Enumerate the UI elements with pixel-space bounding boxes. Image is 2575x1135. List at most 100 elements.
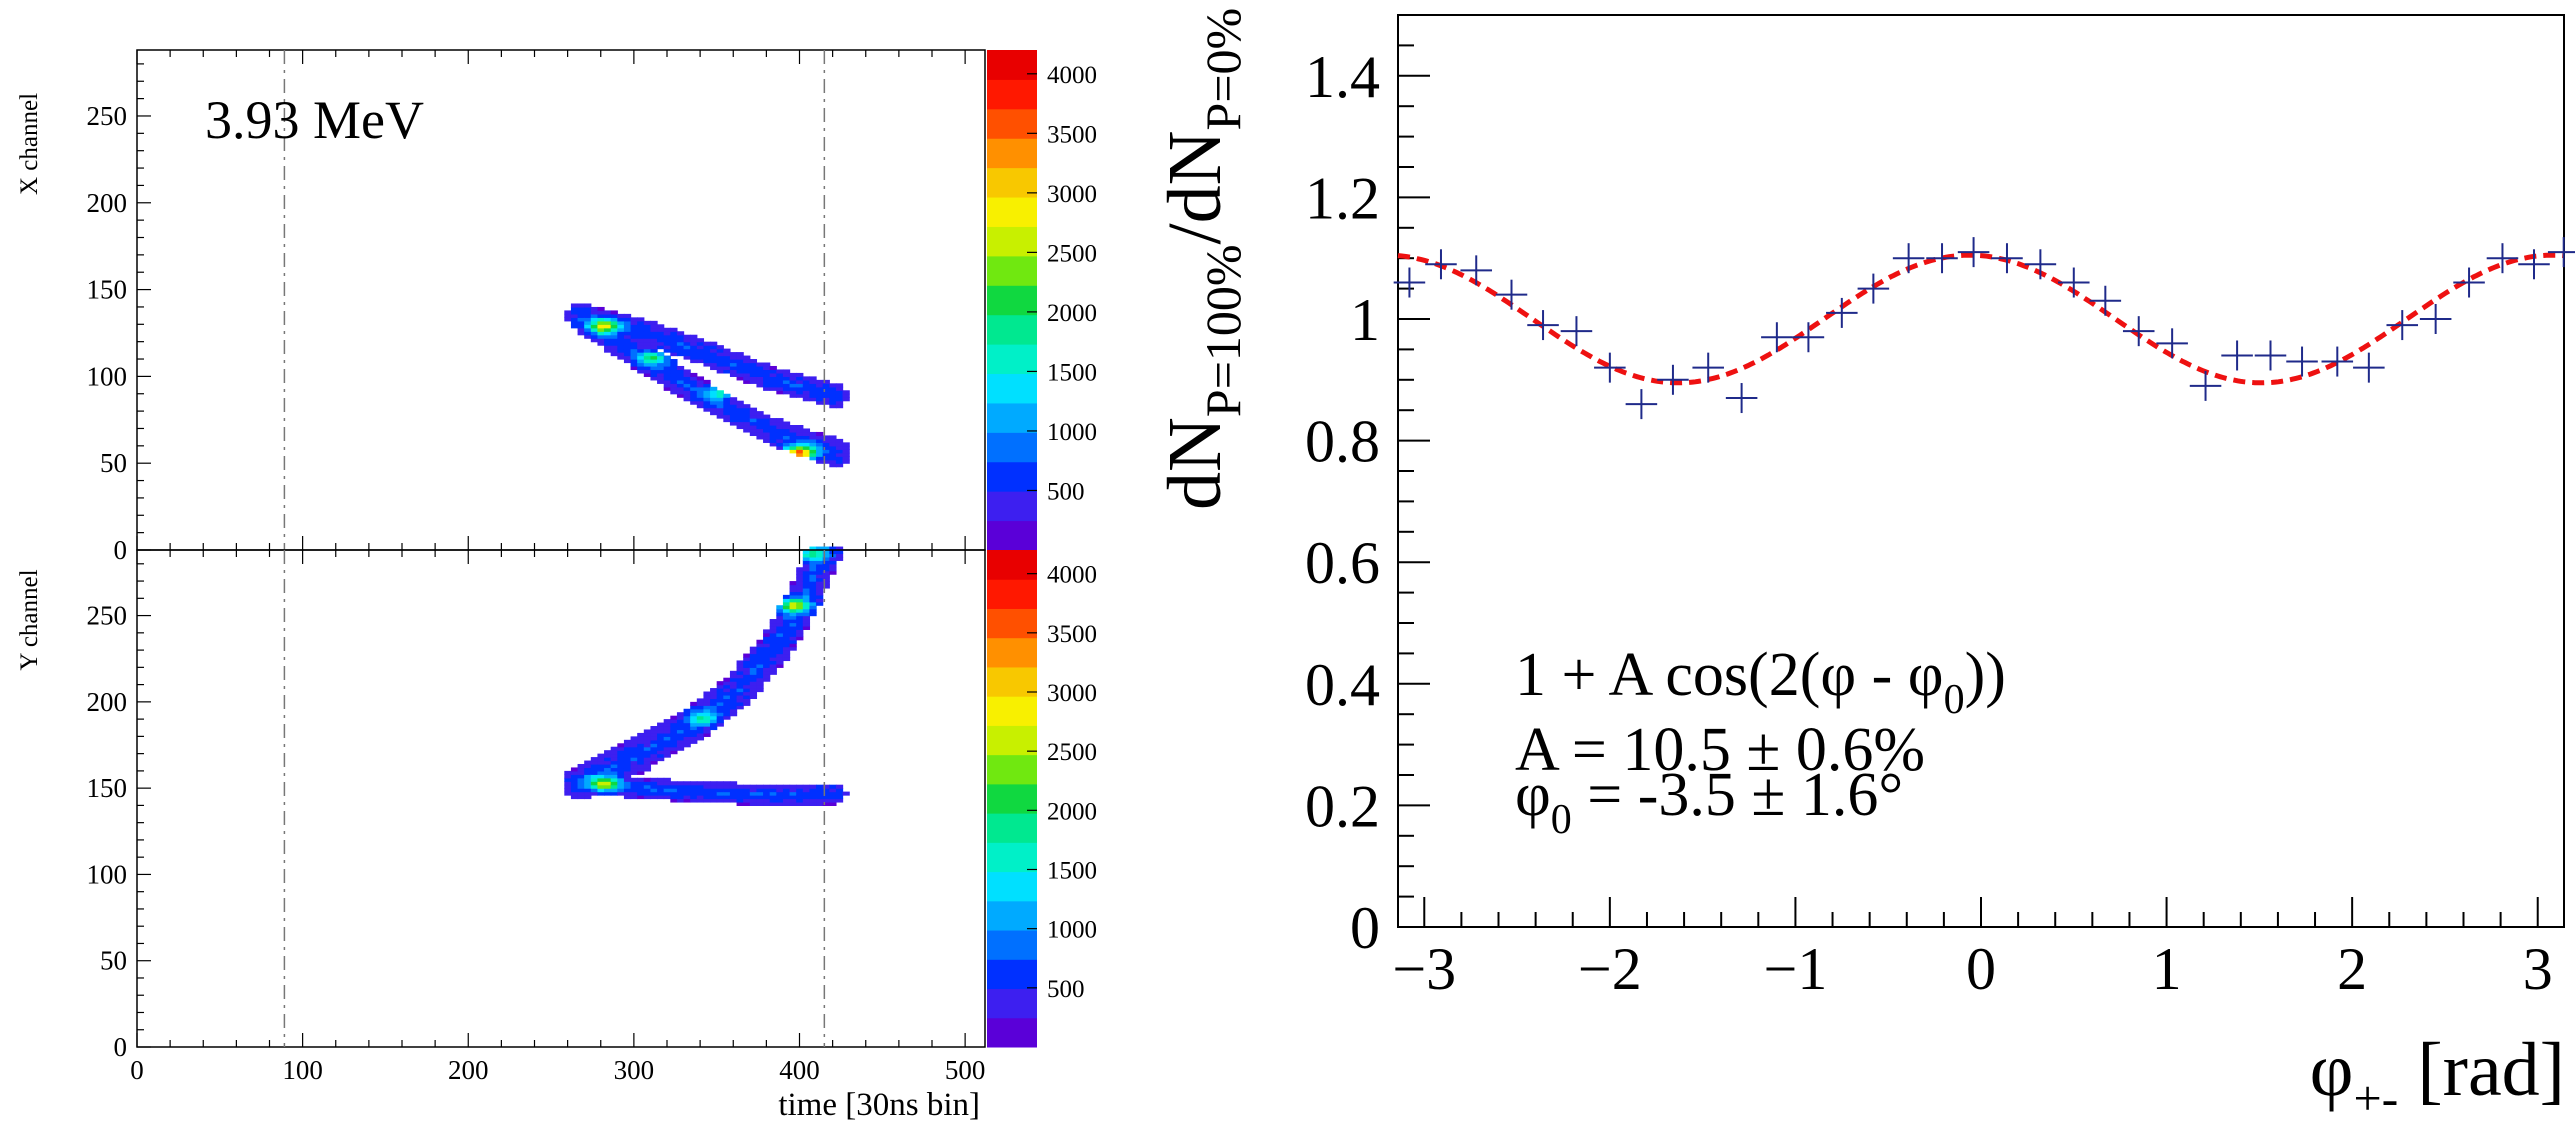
- heatmap-cell: [769, 670, 777, 675]
- heatmap-cell: [829, 463, 837, 468]
- heatmap-cell: [802, 612, 811, 617]
- heatmap-cell: [657, 334, 665, 339]
- heatmap-cell: [776, 421, 784, 426]
- heatmap-cell: [683, 352, 691, 357]
- heatmap-cell: [604, 348, 612, 353]
- heatmap-cell: [696, 722, 705, 727]
- heatmap-cell: [763, 653, 771, 658]
- heatmap-cell: [822, 553, 830, 558]
- heatmap-cell: [657, 777, 665, 782]
- heatmap-cell: [623, 331, 632, 336]
- heatmap-cell: [604, 310, 612, 315]
- heatmap-cell: [690, 355, 698, 360]
- heatmap-cell: [617, 355, 625, 360]
- heatmap-cell: [663, 795, 671, 800]
- heatmap-cell: [756, 798, 764, 803]
- heatmap-cell: [782, 791, 791, 796]
- heatmap-cell: [617, 784, 625, 789]
- heatmap-cell: [683, 784, 691, 789]
- heatmap-cell: [736, 677, 744, 682]
- heatmap-cell: [683, 781, 691, 786]
- heatmap-cell: [749, 788, 758, 793]
- heatmap-cell: [663, 359, 671, 364]
- heatmap-cell: [663, 784, 671, 789]
- heatmap-cell: [736, 667, 744, 672]
- x-tick-label: −3: [1392, 936, 1456, 1002]
- heatmap-cell: [650, 376, 658, 381]
- heatmap-cell: [657, 757, 665, 762]
- heatmap-cell: [809, 563, 817, 568]
- heatmap-cell: [835, 397, 844, 402]
- heatmap-cell: [802, 795, 811, 800]
- heatmap-bottom-x-axis-label: time [30ns bin]: [778, 1087, 980, 1123]
- heatmap-cell: [630, 355, 638, 360]
- heatmap-cell: [809, 383, 817, 388]
- heatmap-cell: [723, 715, 731, 720]
- heatmap-cell: [630, 760, 638, 765]
- heatmap-cell: [676, 334, 685, 339]
- heatmap-cell: [769, 386, 777, 391]
- energy-annotation: 3.93 MeV: [205, 90, 424, 150]
- heatmap-cell: [802, 428, 811, 433]
- heatmap-cell: [676, 788, 685, 793]
- heatmap-cell: [643, 743, 652, 748]
- heatmap-cell: [809, 570, 817, 575]
- heatmap-cell: [776, 376, 784, 381]
- heatmap-cell: [690, 715, 698, 720]
- heatmap-cell: [842, 390, 850, 395]
- heatmap-cell: [696, 348, 705, 353]
- fit-function-label: 1 + A cos(2(φ - φ0)): [1515, 641, 2006, 723]
- heatmap-cell: [816, 587, 824, 593]
- heatmap-cell: [835, 442, 844, 447]
- heatmap-cell: [789, 646, 797, 651]
- heatmap-cell: [796, 390, 804, 395]
- heatmap-cell: [703, 798, 711, 803]
- heatmap-cell: [630, 317, 638, 322]
- heatmap-cell: [809, 594, 817, 599]
- heatmap-cell: [782, 612, 791, 617]
- heatmap-cell: [710, 362, 718, 367]
- heatmap-cell: [816, 556, 824, 561]
- heatmap-cell: [610, 774, 618, 779]
- heatmap-cell: [590, 327, 599, 332]
- heatmap-cell: [835, 449, 844, 454]
- heatmap-cell: [590, 791, 599, 796]
- heatmap-cell: [743, 694, 751, 700]
- heatmap-cell: [604, 753, 612, 758]
- heatmap-cell: [676, 722, 685, 727]
- heatmap-cell: [710, 359, 718, 364]
- heatmap-cell: [710, 352, 718, 357]
- heatmap-cell: [829, 438, 837, 443]
- heatmap-cell: [623, 313, 632, 318]
- heatmap-cell: [650, 345, 658, 350]
- heatmap-cell: [723, 708, 731, 713]
- heatmap-cell: [663, 726, 671, 731]
- heatmap-cell: [657, 355, 665, 360]
- heatmap-cell: [802, 567, 811, 572]
- heatmap-cell: [789, 449, 797, 454]
- heatmap-cell: [643, 777, 652, 782]
- heatmap-cell: [710, 355, 718, 360]
- heatmap-cell: [782, 431, 791, 437]
- heatmap-cell: [769, 421, 777, 426]
- heatmap-cell: [623, 791, 632, 796]
- heatmap-cell: [776, 625, 784, 630]
- heatmap-cell: [663, 736, 671, 741]
- heatmap-cell: [617, 791, 625, 796]
- heatmap-cell: [617, 320, 625, 325]
- heatmap-cell: [782, 605, 791, 610]
- heatmap-cell: [643, 348, 652, 353]
- ratio-plot-panel: −3 −2 −1 0 1 2 300.20.40.60.811.21.4 dNP=100%/…: [1153, 8, 2575, 1126]
- heatmap-cell: [822, 567, 830, 572]
- heatmap-cell: [829, 435, 837, 440]
- heatmap-cell: [657, 369, 665, 374]
- heatmap-cell: [663, 788, 671, 793]
- heatmap-cell: [789, 795, 797, 800]
- heatmap-cell: [816, 400, 824, 405]
- heatmap-cell: [816, 574, 824, 579]
- heatmap-cell: [710, 701, 718, 706]
- heatmap-cell: [637, 359, 645, 364]
- heatmap-cell: [723, 705, 731, 710]
- heatmap-cell: [802, 397, 811, 402]
